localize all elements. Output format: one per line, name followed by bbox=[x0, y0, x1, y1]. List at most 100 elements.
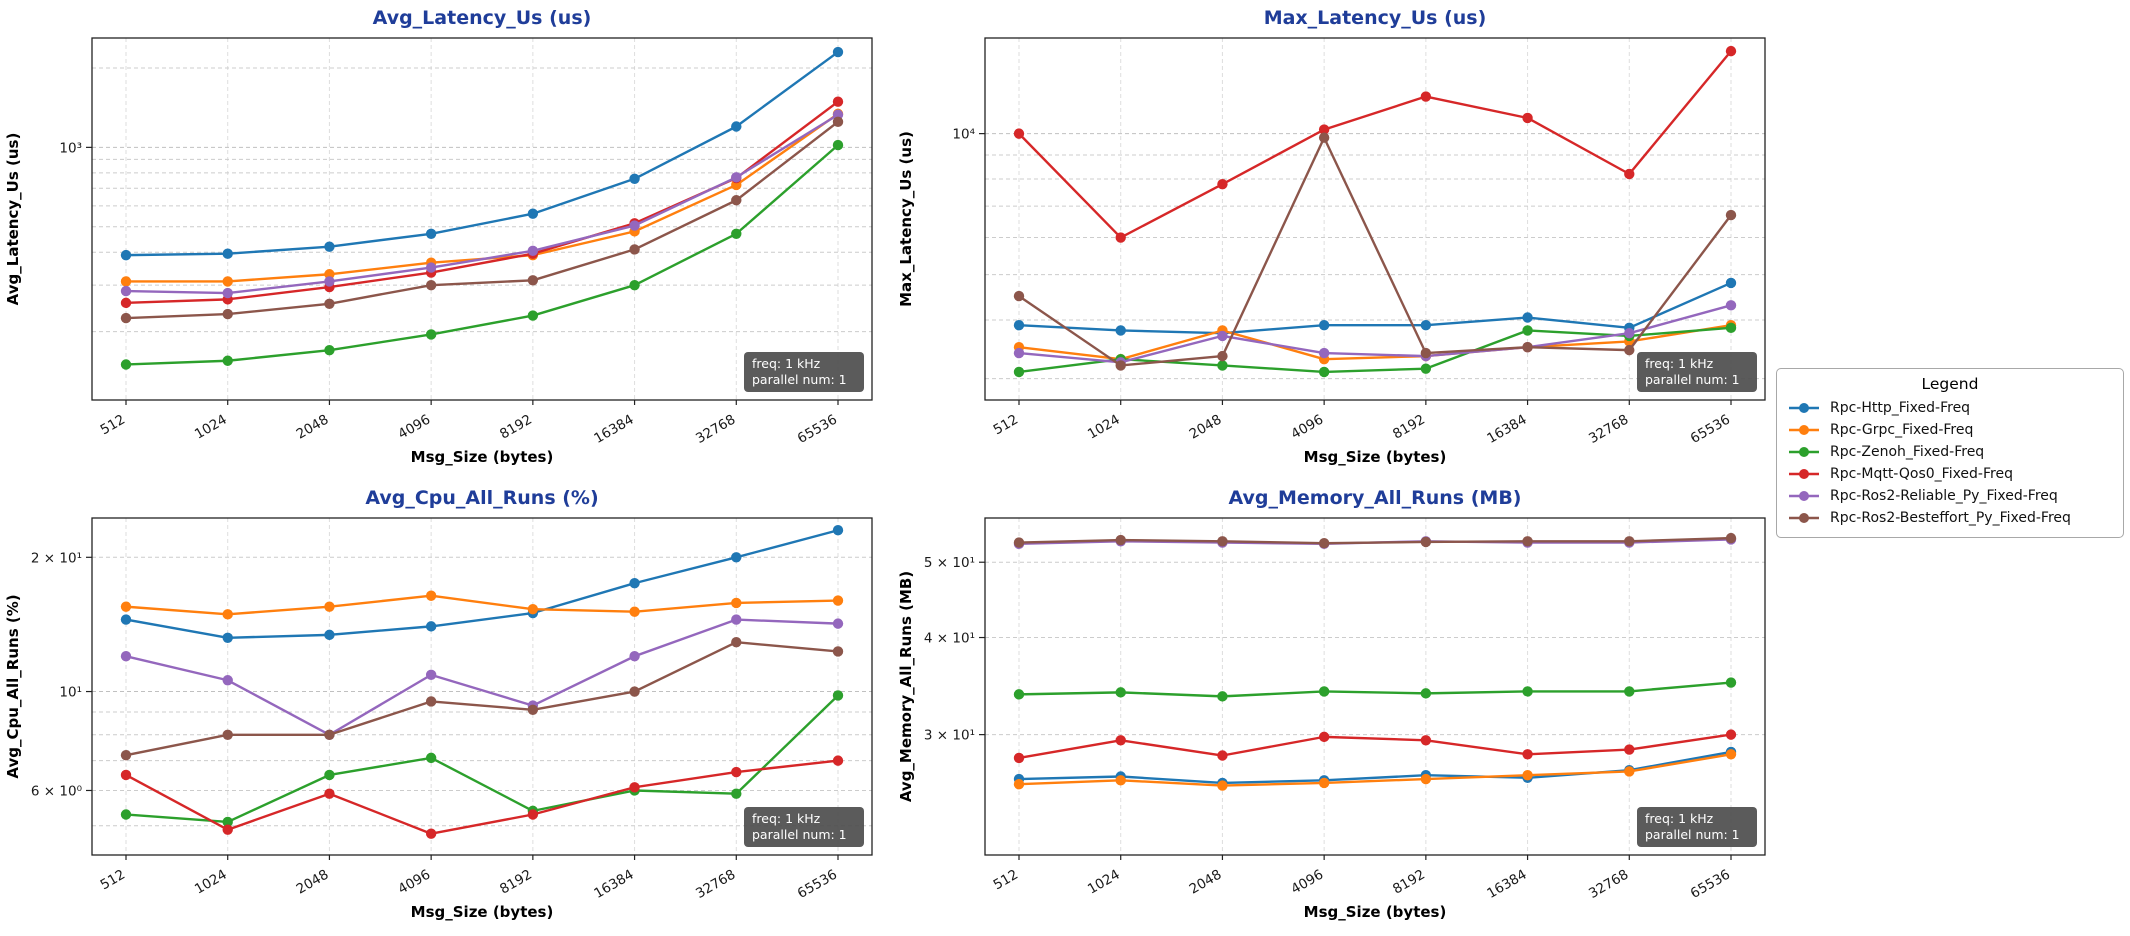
x-tick-label: 1024 bbox=[192, 867, 230, 898]
data-point-marker bbox=[1725, 749, 1737, 760]
x-tick-label: 32768 bbox=[1586, 867, 1631, 902]
data-point-marker bbox=[324, 269, 335, 280]
y-axis-label: Avg_Memory_All_Runs (MB) bbox=[897, 571, 915, 802]
data-point-marker bbox=[120, 359, 132, 370]
data-point-marker bbox=[1624, 744, 1635, 755]
data-point-marker bbox=[222, 729, 233, 740]
x-tick-label: 65536 bbox=[1688, 412, 1733, 447]
data-point-marker bbox=[120, 651, 132, 662]
annotation-box bbox=[1637, 352, 1757, 392]
legend-item-label: Rpc-Grpc_Fixed-Freq bbox=[1830, 422, 1974, 438]
series-line bbox=[1018, 681, 1732, 698]
chart-title: Avg_Memory_All_Runs (MB) bbox=[1228, 487, 1521, 509]
data-point-marker bbox=[222, 308, 233, 320]
legend-item-label: Rpc-Zenoh_Fixed-Freq bbox=[1830, 444, 1985, 460]
data-point-marker bbox=[1217, 178, 1228, 190]
legend-item: Rpc-Http_Fixed-Freq bbox=[1787, 397, 2113, 419]
x-tick-label: 32768 bbox=[1586, 412, 1631, 447]
x-tick-label: 512 bbox=[991, 412, 1021, 439]
series-line bbox=[125, 529, 839, 639]
data-point-marker bbox=[1217, 750, 1228, 761]
x-tick-label: 16384 bbox=[1484, 867, 1529, 902]
y-tick-label: 10¹ bbox=[59, 685, 82, 701]
data-point-marker bbox=[1318, 777, 1330, 789]
data-point-marker bbox=[1318, 686, 1330, 697]
data-point-marker bbox=[1624, 536, 1635, 547]
chart-title: Max_Latency_Us (us) bbox=[1264, 7, 1487, 29]
chart-canvas: 2 × 10¹ 10¹ 6 × 10⁰ 512 1024 2048 4096 8192 1638… bbox=[4, 487, 873, 921]
data-point-marker bbox=[527, 275, 539, 286]
series-line bbox=[126, 112, 839, 283]
series-line bbox=[1018, 536, 1732, 545]
data-point-marker bbox=[731, 788, 742, 799]
data-point-marker bbox=[1115, 687, 1126, 698]
x-tick-label: 2048 bbox=[1187, 412, 1225, 443]
data-point-marker bbox=[1725, 677, 1737, 688]
x-tick-label: 512 bbox=[98, 867, 128, 894]
data-point-marker bbox=[1725, 300, 1737, 311]
x-tick-label: 1024 bbox=[1085, 867, 1123, 898]
data-point-marker bbox=[425, 752, 437, 764]
data-point-marker bbox=[832, 116, 844, 128]
data-point-marker bbox=[120, 749, 132, 761]
data-point-marker bbox=[1013, 752, 1025, 764]
legend-marker-icon bbox=[1789, 469, 1819, 479]
data-point-marker bbox=[120, 249, 132, 261]
x-tick-label: 65536 bbox=[795, 412, 840, 447]
data-point-marker bbox=[832, 46, 844, 58]
chart-avg-latency: 10³ 512 1024 2048 4096 8192 16384 32768 65536 Msg… bbox=[0, 0, 920, 470]
data-point-marker bbox=[629, 651, 640, 662]
annotation-text: freq: 1 kHz bbox=[1645, 356, 1714, 371]
data-point-marker bbox=[1420, 536, 1432, 548]
data-point-marker bbox=[1013, 128, 1025, 139]
data-point-marker bbox=[1420, 319, 1432, 331]
data-point-marker bbox=[1115, 735, 1126, 746]
annotation-box bbox=[744, 352, 864, 392]
data-point-marker bbox=[1420, 688, 1432, 699]
annotation-text: parallel num: 1 bbox=[1645, 372, 1740, 387]
y-tick-label: 5 × 10¹ bbox=[924, 555, 975, 571]
data-point-marker bbox=[324, 729, 335, 740]
data-point-marker bbox=[629, 279, 640, 291]
data-point-marker bbox=[222, 632, 233, 643]
data-point-marker bbox=[222, 824, 233, 835]
x-axis-label: Msg_Size (bytes) bbox=[1304, 448, 1447, 466]
data-point-marker bbox=[425, 621, 437, 632]
series-line bbox=[125, 144, 839, 366]
legend-items: Rpc-Http_Fixed-Freq Rpc-Grpc_Fixed-Freq Rp… bbox=[1787, 397, 2113, 529]
series-line bbox=[125, 120, 839, 320]
legend-item: Rpc-Zenoh_Fixed-Freq bbox=[1787, 441, 2113, 463]
data-point-marker bbox=[222, 675, 233, 686]
data-point-marker bbox=[1522, 536, 1533, 547]
data-point-marker bbox=[1624, 344, 1635, 356]
data-point-marker bbox=[324, 769, 335, 781]
legend-marker-icon bbox=[1789, 513, 1819, 523]
data-point-marker bbox=[527, 704, 539, 716]
data-point-marker bbox=[832, 646, 844, 657]
y-axis-label: Avg_Cpu_All_Runs (%) bbox=[4, 594, 22, 778]
data-point-marker bbox=[731, 637, 742, 648]
data-point-marker bbox=[1725, 277, 1737, 289]
data-point-marker bbox=[324, 629, 335, 641]
data-point-marker bbox=[1725, 729, 1737, 740]
data-point-marker bbox=[222, 248, 233, 259]
chart-max-latency: 10⁴ 512 1024 2048 4096 8192 16384 32768 65536 Msg… bbox=[893, 0, 1805, 470]
data-point-marker bbox=[425, 329, 437, 340]
data-point-marker bbox=[1115, 232, 1126, 243]
data-point-marker bbox=[1522, 312, 1533, 323]
data-point-marker bbox=[1318, 731, 1330, 743]
data-point-marker bbox=[1624, 686, 1635, 697]
x-tick-label: 512 bbox=[991, 867, 1021, 894]
x-tick-label: 2048 bbox=[1187, 867, 1225, 898]
annotation-text: parallel num: 1 bbox=[1645, 827, 1740, 842]
data-point-marker bbox=[1318, 537, 1330, 549]
series-line bbox=[125, 694, 839, 824]
data-point-marker bbox=[1725, 322, 1737, 334]
x-tick-label: 65536 bbox=[1688, 867, 1733, 902]
data-point-marker bbox=[527, 245, 539, 257]
data-point-marker bbox=[731, 766, 742, 778]
x-tick-label: 4096 bbox=[1288, 412, 1326, 443]
annotation-text: freq: 1 kHz bbox=[1645, 811, 1714, 826]
y-tick-label: 10⁴ bbox=[952, 127, 975, 143]
data-point-marker bbox=[1013, 689, 1025, 700]
